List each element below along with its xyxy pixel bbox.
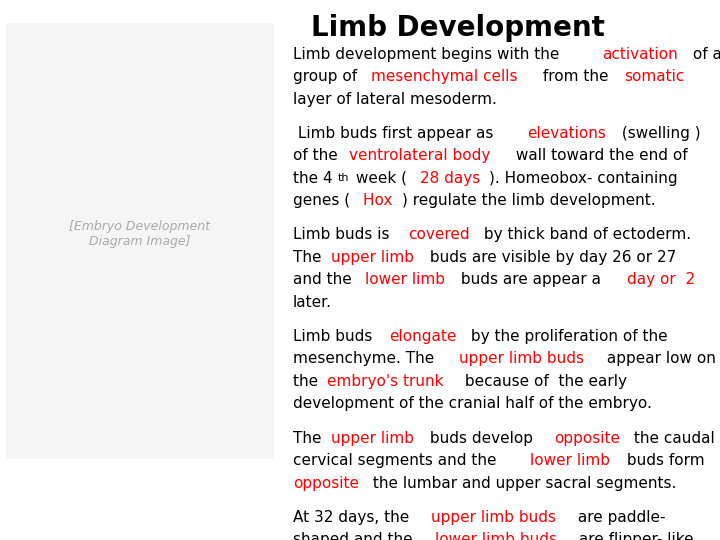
Text: covered: covered [408,227,470,242]
Text: the 4: the 4 [293,171,333,186]
Text: elevations: elevations [527,126,606,141]
Text: lower limb: lower limb [531,453,611,468]
Text: th: th [338,173,349,183]
Text: (swelling ): (swelling ) [617,126,701,141]
Text: group of: group of [293,69,361,84]
Text: Limb buds is: Limb buds is [293,227,394,242]
Text: buds are visible by day 26 or 27: buds are visible by day 26 or 27 [426,250,677,265]
Text: Limb Development: Limb Development [311,14,605,42]
Text: buds form: buds form [621,453,704,468]
Text: 28 days: 28 days [420,171,481,186]
Text: upper limb buds: upper limb buds [431,510,556,525]
Text: and the: and the [293,272,356,287]
Text: Limb development begins with the: Limb development begins with the [293,47,564,62]
Text: cervical segments and the: cervical segments and the [293,453,501,468]
Text: of the: of the [293,148,342,164]
Text: because of  the early: because of the early [460,374,627,389]
Text: appear low on: appear low on [602,352,716,367]
Text: development of the cranial half of the embryo.: development of the cranial half of the e… [293,396,652,411]
Text: Limb buds: Limb buds [293,329,377,344]
Text: The: The [293,430,326,445]
Text: ventrolateral body: ventrolateral body [349,148,490,164]
Text: th: th [338,173,349,183]
Text: elongate: elongate [389,329,456,344]
Text: shaped and the: shaped and the [293,532,417,540]
Text: upper limb: upper limb [330,430,414,445]
Text: opposite: opposite [293,476,359,490]
Text: week (: week ( [351,171,412,186]
Text: lower limb: lower limb [365,272,445,287]
Text: by thick band of ectoderm.: by thick band of ectoderm. [479,227,690,242]
Text: ) regulate the limb development.: ) regulate the limb development. [402,193,656,208]
Text: of a: of a [688,47,720,62]
Text: The: The [293,250,326,265]
FancyBboxPatch shape [6,23,274,458]
Text: later.: later. [293,295,332,310]
Text: buds develop: buds develop [426,430,539,445]
Text: somatic: somatic [624,69,685,84]
Text: the lumbar and upper sacral segments.: the lumbar and upper sacral segments. [368,476,676,490]
Text: opposite: opposite [554,430,620,445]
Text: are paddle-: are paddle- [573,510,666,525]
Text: the caudal: the caudal [629,430,715,445]
Text: mesenchyme. The: mesenchyme. The [293,352,438,367]
Text: by the proliferation of the: by the proliferation of the [466,329,667,344]
Text: upper limb buds: upper limb buds [459,352,585,367]
Text: activation: activation [602,47,678,62]
Text: embryo's trunk: embryo's trunk [327,374,444,389]
Text: mesenchymal cells: mesenchymal cells [372,69,518,84]
Text: genes (: genes ( [293,193,355,208]
Text: ). Homeobox- containing: ). Homeobox- containing [489,171,678,186]
Text: layer of lateral mesoderm.: layer of lateral mesoderm. [293,92,497,107]
Text: day or  2: day or 2 [627,272,696,287]
Text: from the: from the [539,69,614,84]
Text: the: the [293,374,323,389]
Text: the 4: the 4 [293,171,333,186]
Text: Hox: Hox [364,193,397,208]
Text: upper limb: upper limb [330,250,414,265]
Text: are flipper- like.: are flipper- like. [574,532,698,540]
Text: lower limb buds: lower limb buds [435,532,557,540]
Text: At 32 days, the: At 32 days, the [293,510,414,525]
Text: Limb buds first appear as: Limb buds first appear as [293,126,498,141]
Text: [Embryo Development
Diagram Image]: [Embryo Development Diagram Image] [70,220,210,248]
Text: wall toward the end of: wall toward the end of [510,148,687,164]
Text: buds are appear a: buds are appear a [456,272,606,287]
